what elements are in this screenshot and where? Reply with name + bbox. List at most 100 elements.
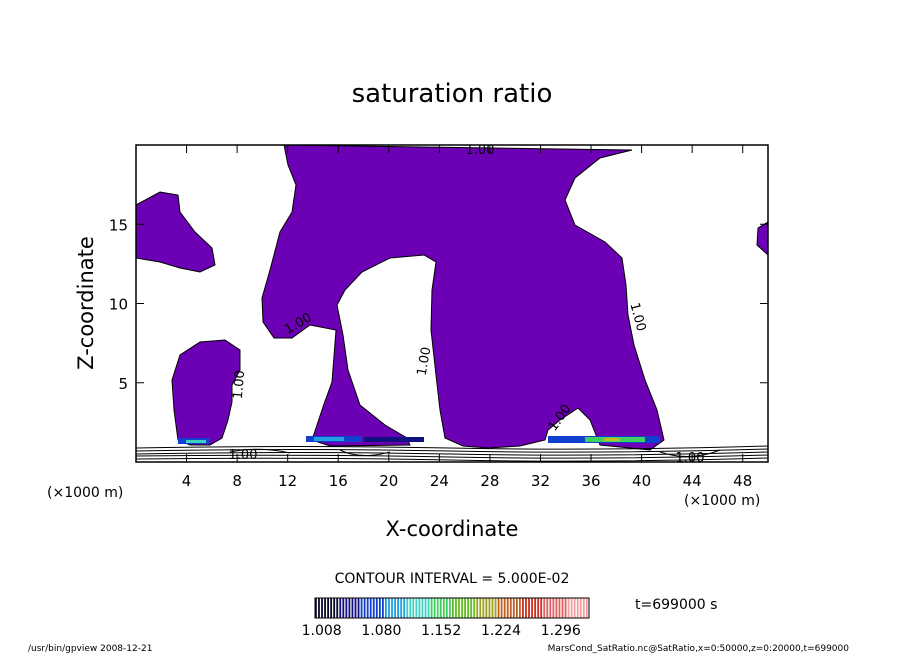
colorbar-segment [491,598,494,618]
colorbar-segment [522,598,524,618]
colorbar-segment [570,598,573,618]
x-tick-label: 12 [278,472,297,490]
x-tick-label: 8 [232,472,242,490]
colorbar-segment [579,598,582,618]
y-tick-label: 15 [109,216,128,234]
colorbar-segment [546,598,549,618]
colorbar-segment [433,598,436,618]
colorbar-segment [391,598,393,618]
colorbar-segment [540,598,543,618]
colorbar-segment [357,598,360,618]
colorbar-segment [333,598,336,618]
x-tick-label: 32 [531,472,550,490]
colorbar-segment [345,598,348,618]
colorbar-segment [348,598,351,618]
colorbar-segment [549,598,552,618]
colorbar-segment [503,598,506,618]
saturated-region-arch [261,145,665,451]
colorbar-segment [464,598,467,618]
x-unit-label-right: (×1000 m) [684,493,760,509]
colorbar-segment [567,598,570,618]
x-tick-label: 28 [480,472,499,490]
footer-right: MarsCond_SatRatio.nc@SatRatio,x=0:50000,… [548,644,850,654]
colorbar-segment [318,598,320,618]
colorbar-segment [439,598,442,618]
x-tick-label: 36 [581,472,600,490]
colorbar-segment [336,598,339,618]
y-tick-label: 5 [118,375,128,393]
colorbar-segment [427,598,430,618]
colorbar [315,598,588,618]
colorbar-labels: 1.008 1.080 1.152 1.224 1.296 [302,623,581,639]
colorbar-segment [531,598,533,618]
colorbar-segment [412,598,415,618]
colorbar-segment [366,598,369,618]
colorbar-segment [470,598,473,618]
colorbar-segment [430,598,433,618]
colorbar-segment [518,598,521,618]
contour-interval: CONTOUR INTERVAL = 5.000E-02 [335,571,570,587]
colorbar-segment [494,598,497,618]
colorbar-segment [509,598,512,618]
colorbar-segment [409,598,412,618]
colorbar-segment [406,598,409,618]
colorbar-segment [458,598,460,618]
colorbar-segment [342,598,345,618]
colorbar-segment [403,598,406,618]
high-ratio-streak-3 [364,437,424,442]
colorbar-segment [354,598,357,618]
colorbar-segment [421,598,424,618]
colorbar-segment [397,598,400,618]
colorbar-segment [400,598,403,618]
x-tick-label: 20 [379,472,398,490]
saturated-region-right-edge [756,221,768,256]
saturated-region-left-lower [171,339,241,446]
colorbar-segment [561,598,564,618]
colorbar-segment [537,598,540,618]
colorbar-segment [506,598,509,618]
colorbar-tick-label: 1.008 [302,623,342,639]
colorbar-segment [369,598,372,618]
x-axis: 4 8 12 16 20 24 28 32 36 40 44 48 [182,145,752,490]
footer-left: /usr/bin/gpview 2008-12-21 [28,644,152,654]
colorbar-segment [442,598,445,618]
colorbar-segment [381,598,384,618]
colorbar-segment [473,598,476,618]
surface-contour-lines [136,445,768,462]
colorbar-segment [497,598,500,618]
colorbar-segment [482,598,485,618]
x-tick-label: 24 [430,472,449,490]
x-tick-label: 44 [683,472,702,490]
y-axis-label: Z-coordinate [74,236,98,370]
colorbar-segment [424,598,427,618]
x-tick-label: 48 [733,472,752,490]
colorbar-segment [385,598,387,618]
colorbar-segment [378,598,381,618]
x-tick-label: 16 [329,472,348,490]
colorbar-segment [315,598,317,618]
colorbar-segment [448,598,451,618]
colorbar-tick-label: 1.296 [541,623,581,639]
colorbar-segment [394,598,396,618]
contour-label: 1.00 [466,143,495,158]
colorbar-segment [582,598,585,618]
colorbar-segment [488,598,491,618]
chart-title: saturation ratio [352,79,553,109]
colorbar-segment [525,598,527,618]
colorbar-frame [314,597,590,619]
colorbar-segment [327,598,330,618]
colorbar-segment [330,598,333,618]
colorbar-segment [552,598,555,618]
colorbar-segment [476,598,479,618]
high-ratio-streak-2-core [314,437,344,441]
y-axis: 5 10 15 [109,216,768,393]
contour-label: 1.00 [676,451,705,466]
colorbar-segment [375,598,378,618]
colorbar-segment [388,598,390,618]
x-unit-label-left: (×1000 m) [47,485,123,501]
colorbar-segment [436,598,439,618]
high-ratio-streak-4-peak [604,438,620,441]
x-tick-label: 4 [182,472,192,490]
colorbar-segment [445,598,448,618]
